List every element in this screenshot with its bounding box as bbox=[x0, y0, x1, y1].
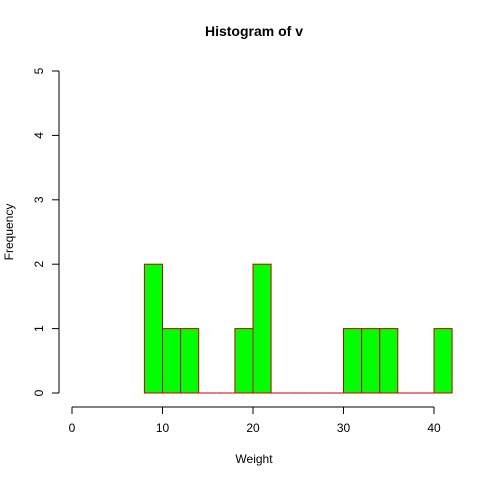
x-tick-label: 10 bbox=[156, 421, 170, 435]
y-tick-label: 1 bbox=[32, 325, 46, 332]
histogram-bar bbox=[343, 328, 363, 394]
histogram-bar bbox=[361, 328, 381, 394]
x-tick-label: 0 bbox=[69, 421, 76, 435]
y-tick-label: 3 bbox=[32, 196, 46, 203]
histogram-bar bbox=[234, 328, 254, 394]
y-tick-label: 2 bbox=[32, 261, 46, 268]
chart-title: Histogram of v bbox=[205, 23, 303, 39]
bars-group bbox=[143, 263, 453, 394]
y-axis-label: Frequency bbox=[2, 204, 16, 261]
x-axis-label: Weight bbox=[235, 452, 273, 466]
histogram-bar bbox=[379, 328, 399, 394]
histogram-bar bbox=[180, 328, 200, 394]
histogram-bar bbox=[252, 263, 272, 394]
y-tick-label: 5 bbox=[32, 67, 46, 74]
y-tick-label: 4 bbox=[32, 132, 46, 139]
histogram-bar bbox=[143, 263, 163, 394]
y-tick-label: 0 bbox=[32, 389, 46, 396]
histogram-bar bbox=[162, 328, 182, 394]
x-tick-label: 30 bbox=[337, 421, 351, 435]
x-axis: 0 10 20 30 40 bbox=[69, 406, 441, 435]
x-tick-label: 40 bbox=[427, 421, 441, 435]
y-axis: 0 1 2 3 4 5 bbox=[32, 67, 60, 396]
histogram-bar bbox=[433, 328, 453, 394]
x-tick-label: 20 bbox=[246, 421, 260, 435]
